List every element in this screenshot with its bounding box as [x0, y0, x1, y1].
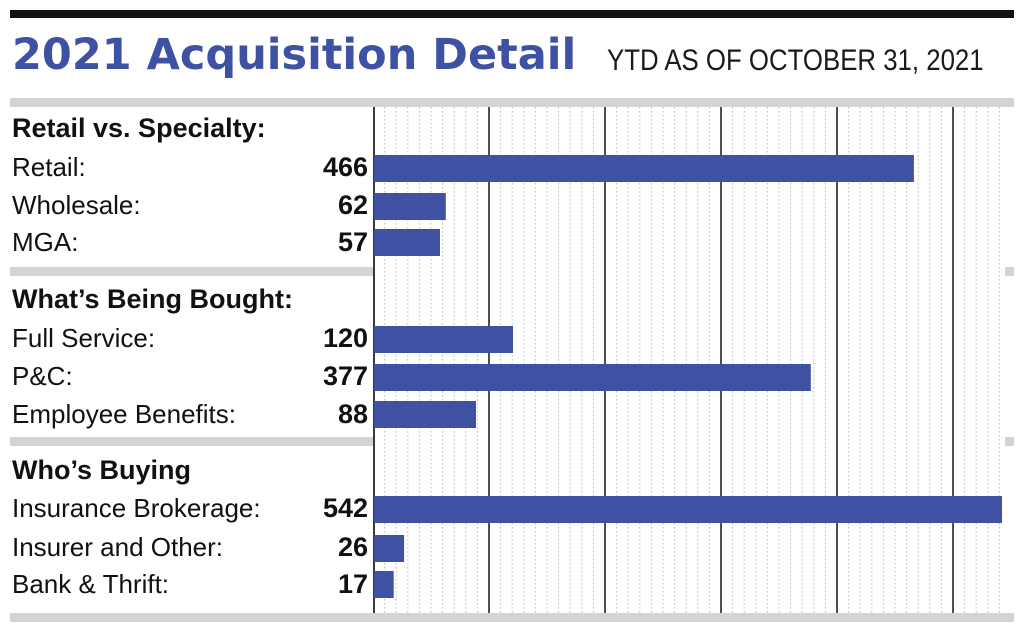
- category-label-retail: Retail:: [12, 152, 86, 182]
- grid-background: [373, 107, 1005, 613]
- category-label-employee-benefits: Employee Benefits:: [12, 399, 237, 429]
- group-title-retail-vs-specialty: Retail vs. Specialty:: [12, 113, 266, 143]
- category-label-full-service: Full Service:: [12, 323, 156, 353]
- category-label-pc: P&C:: [12, 361, 73, 391]
- value-label-full-service: 120: [322, 323, 368, 353]
- top-rule: [10, 10, 1014, 18]
- category-label-insurance-brokerage: Insurance Brokerage:: [12, 493, 261, 523]
- category-label-insurer-and-other: Insurer and Other:: [12, 532, 223, 562]
- category-label-bank-thrift: Bank & Thrift:: [12, 569, 170, 599]
- value-label-pc: 377: [322, 361, 368, 391]
- value-label-employee-benefits: 88: [337, 399, 368, 429]
- category-label-wholesale: Wholesale:: [12, 190, 141, 220]
- chart-grid: [373, 107, 1005, 613]
- value-label-insurance-brokerage: 542: [322, 493, 368, 523]
- chart-subtitle: YTD AS OF OCTOBER 31, 2021: [607, 44, 984, 77]
- value-label-mga: 57: [337, 227, 368, 257]
- divider-top: [10, 98, 1014, 107]
- group-title-whats-being-bought: What’s Being Bought:: [12, 284, 293, 314]
- value-label-retail: 466: [322, 152, 368, 182]
- chart-title: 2021 Acquisition Detail: [12, 30, 577, 80]
- value-label-insurer-and-other: 26: [337, 532, 368, 562]
- value-label-wholesale: 62: [337, 190, 368, 220]
- divider-bottom: [10, 613, 1014, 622]
- category-label-mga: MGA:: [12, 227, 79, 257]
- group-title-whos-buying: Who’s Buying: [12, 455, 191, 485]
- value-label-bank-thrift: 17: [337, 569, 368, 599]
